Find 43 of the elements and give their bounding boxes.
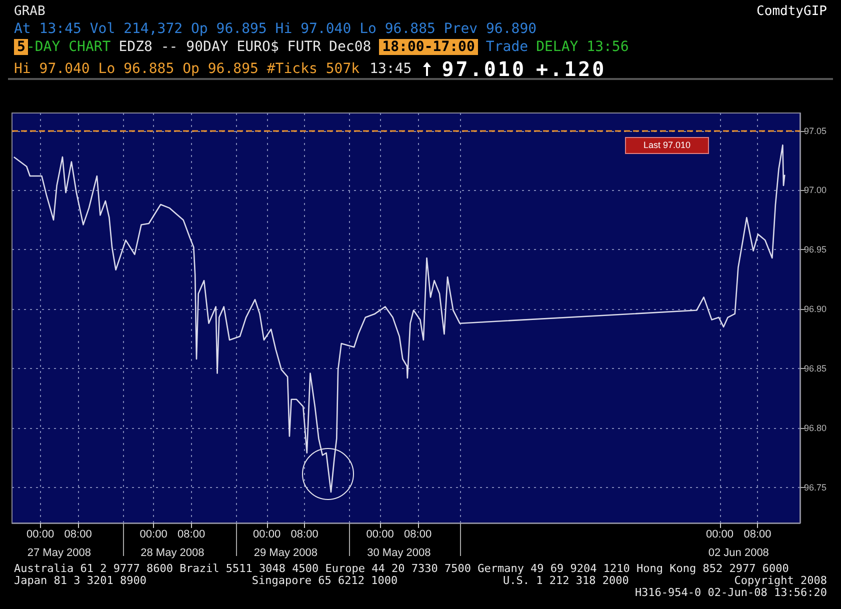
text: Trade <box>486 39 528 55</box>
x-tick-label: 08:00 <box>744 528 772 540</box>
text: 29 May 2008 <box>254 547 318 559</box>
text: 30 May 2008 <box>367 547 431 559</box>
text: DELAY 13:56 <box>536 39 629 55</box>
text: Hi 97.040 Lo 96.885 Op 96.895 #Ticks 507k <box>14 61 360 77</box>
text: Copyright 2008 <box>734 574 827 587</box>
x-tick-label: 00:00 <box>26 528 54 540</box>
text: ComdtyGIP <box>756 4 827 19</box>
y-tick-label: 97.00 <box>804 185 827 196</box>
text: U.S. 1 212 318 2000 <box>503 574 629 587</box>
text: 27 May 2008 <box>27 547 91 559</box>
text: 5 <box>17 39 26 55</box>
text: Dec08 <box>329 39 372 55</box>
text: +.120 <box>536 57 606 81</box>
y-tick-label: 96.85 <box>804 364 827 374</box>
y-tick-label: 96.75 <box>804 482 827 492</box>
text: GRAB <box>14 4 46 19</box>
x-tick-label: 00:00 <box>253 528 281 540</box>
x-tick-label: 00:00 <box>140 528 168 540</box>
text: 02 Jun 2008 <box>708 547 769 559</box>
text: 13:45 <box>370 61 412 77</box>
y-tick-label: 97.05 <box>804 126 827 136</box>
text: Japan 81 3 3201 8900 <box>14 574 146 587</box>
x-tick-label: 08:00 <box>290 528 318 540</box>
y-tick-label: 96.95 <box>804 244 827 255</box>
text: -DAY CHART <box>26 39 111 55</box>
x-tick-label: 00:00 <box>366 528 394 540</box>
text: Singapore 65 6212 1000 <box>252 574 398 587</box>
text: EDZ8 -- 90DAY EURO$ FUTR <box>118 39 322 55</box>
text: 28 May 2008 <box>140 547 204 559</box>
y-tick-label: 96.90 <box>804 304 827 314</box>
y-tick-label: 96.80 <box>804 422 827 433</box>
x-tick-label: 08:00 <box>178 528 206 540</box>
label-box: Last 97.010 <box>625 137 709 154</box>
text: At 13:45 Vol 214,372 Op 96.895 Hi 97.040 Lo 96.885 Prev 96.890 <box>14 21 537 37</box>
text: 97.010 <box>442 57 526 81</box>
text: H316-954-0 02-Jun-08 13:56:20 <box>634 586 827 599</box>
x-tick-label: 08:00 <box>404 528 432 540</box>
text: Australia 61 2 9777 8600 Brazil 5511 3048 4500 Europe 44 20 7330 7500 Germany 49 69 9204 1210 Hong Kong 852 2977 6000 <box>14 562 789 575</box>
x-tick-label: 08:00 <box>64 528 92 540</box>
x-tick-label: 00:00 <box>706 528 734 540</box>
text: 18:00-17:00 <box>379 39 478 55</box>
